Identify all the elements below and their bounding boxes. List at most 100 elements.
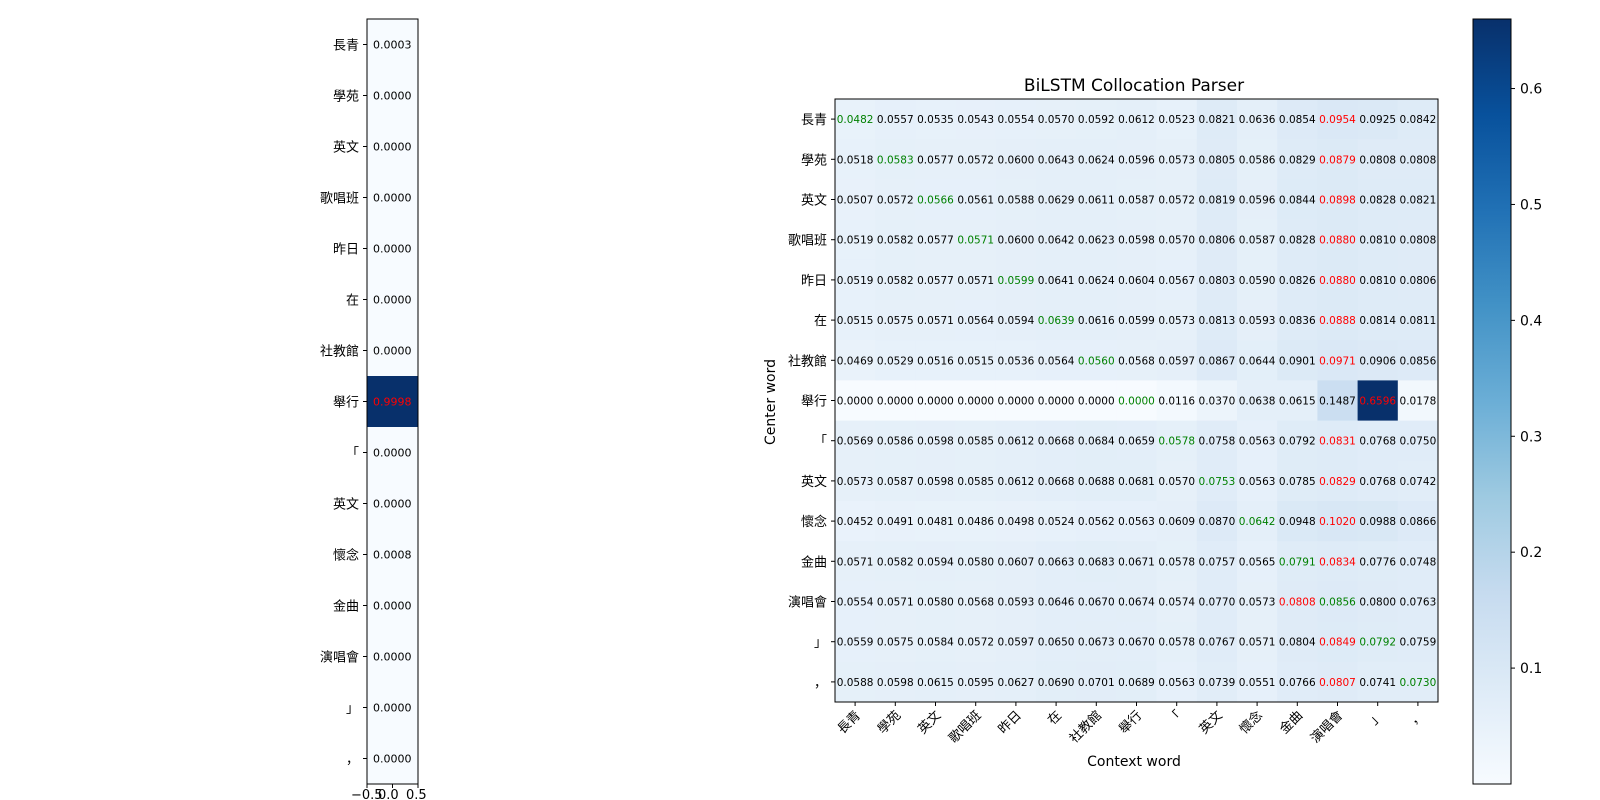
heatmap-cell-11-10	[1237, 541, 1278, 582]
left-row-label-8: 「	[346, 447, 359, 462]
heatmap-cell-2-12	[1317, 179, 1359, 221]
heatmap-cell-value-1-10: 0.0586	[1239, 154, 1276, 166]
heatmap-cell-6-14	[1397, 340, 1439, 381]
heatmap-cell-1-3	[955, 139, 997, 180]
heatmap-cell-14-4	[995, 661, 1037, 703]
heatmap-cell-3-0	[835, 219, 876, 261]
heatmap-cell-6-12	[1317, 340, 1359, 381]
heatmap-cell-12-13	[1357, 581, 1399, 623]
left-cell-10	[367, 529, 418, 580]
y-tick-label-3: 歌唱班	[788, 234, 827, 249]
heatmap-cell-value-14-0: 0.0588	[837, 677, 874, 689]
heatmap-cell-value-11-11: 0.0791	[1279, 556, 1316, 568]
heatmap-cell-value-10-0: 0.0452	[837, 516, 874, 528]
heatmap-cell-value-3-0: 0.0519	[837, 235, 874, 247]
heatmap-cell-value-4-5: 0.0641	[1038, 275, 1075, 287]
heatmap-cell-11-14	[1397, 541, 1439, 582]
heatmap-cell-2-14	[1397, 179, 1439, 221]
left-cell-12	[367, 631, 418, 682]
heatmap-cell-value-6-0: 0.0469	[837, 355, 874, 367]
heatmap-cell-11-3	[955, 541, 997, 582]
heatmap-cell-value-8-9: 0.0758	[1199, 436, 1236, 448]
heatmap-cell-1-1	[875, 139, 916, 180]
heatmap-cell-1-8	[1156, 139, 1198, 180]
heatmap-cell-7-7	[1116, 380, 1158, 422]
word-score-column-panel: 0.0003 長青 0.0000 學苑 0.0000 英文 0.0000 歌唱班 0.0000 昨…	[320, 18, 427, 800]
heatmap-cell-5-2	[915, 300, 957, 341]
heatmap-cell-4-1	[875, 259, 916, 301]
heatmap-cell-3-8	[1156, 219, 1198, 261]
heatmap-cell-value-5-11: 0.0836	[1279, 315, 1316, 327]
heatmap-cell-value-10-6: 0.0562	[1078, 516, 1115, 528]
heatmap-cell-value-1-11: 0.0829	[1279, 154, 1316, 166]
heatmap-cell-9-5	[1036, 460, 1077, 502]
heatmap-cell-value-9-4: 0.0612	[998, 476, 1035, 488]
heatmap-cell-13-14	[1397, 621, 1439, 663]
y-tick-label-11: 金曲	[801, 554, 827, 570]
heatmap-cell-11-7	[1116, 541, 1158, 582]
heatmap-cell-value-1-4: 0.0600	[998, 154, 1035, 166]
heatmap-cell-8-12	[1317, 420, 1359, 462]
heatmap-cell-value-1-13: 0.0808	[1359, 154, 1396, 166]
heatmap-cell-4-4	[995, 259, 1037, 301]
left-row-label-13: 」	[346, 702, 359, 717]
heatmap-cell-13-0	[835, 621, 876, 663]
heatmap-cell-10-7	[1116, 501, 1158, 542]
heatmap-cell-value-11-3: 0.0580	[957, 556, 994, 568]
heatmap-cell-value-2-5: 0.0629	[1038, 195, 1075, 207]
heatmap-cell-0-8	[1156, 99, 1198, 140]
heatmap-cell-value-7-7: 0.0000	[1118, 396, 1155, 408]
colorbar-gradient	[1472, 18, 1512, 785]
heatmap-cell-0-10	[1237, 99, 1278, 140]
heatmap-cell-13-7	[1116, 621, 1158, 663]
left-cell-0	[367, 19, 418, 70]
heatmap-cell-value-4-9: 0.0803	[1199, 275, 1236, 287]
heatmap-cell-value-4-4: 0.0599	[998, 275, 1035, 287]
heatmap-cell-3-11	[1277, 219, 1318, 261]
heatmap-cell-12-10	[1237, 581, 1278, 623]
heatmap-cell-value-14-3: 0.0595	[957, 677, 994, 689]
heatmap-cell-0-13	[1357, 99, 1399, 140]
heatmap-cell-6-2	[915, 340, 957, 381]
heatmap-cell-13-5	[1036, 621, 1077, 663]
heatmap-cell-14-8	[1156, 661, 1198, 703]
heatmap-cell-13-9	[1196, 621, 1238, 663]
left-cell-3	[367, 172, 418, 223]
heatmap-cell-11-6	[1076, 541, 1117, 582]
left-cell-13	[367, 682, 418, 733]
heatmap-cell-value-2-12: 0.0898	[1319, 195, 1356, 207]
y-tick-label-13: 」	[814, 636, 827, 651]
heatmap-cell-0-6	[1076, 99, 1117, 140]
heatmap-cell-value-0-2: 0.0535	[917, 114, 954, 126]
heatmap-cell-5-14	[1397, 300, 1439, 341]
heatmap-cell-12-5	[1036, 581, 1077, 623]
heatmap-cell-value-3-1: 0.0582	[877, 235, 914, 247]
heatmap-cell-value-12-4: 0.0593	[998, 597, 1035, 609]
heatmap-cell-value-1-9: 0.0805	[1199, 154, 1236, 166]
heatmap-cell-8-10	[1237, 420, 1278, 462]
heatmap-cell-9-4	[995, 460, 1037, 502]
heatmap-cell-value-13-8: 0.0578	[1158, 637, 1195, 649]
heatmap-cell-5-0	[835, 300, 876, 341]
heatmap-cell-value-1-8: 0.0573	[1158, 154, 1195, 166]
colorbar-tick-label-2: 0.3	[1520, 429, 1542, 445]
heatmap-cell-0-14	[1397, 99, 1439, 140]
heatmap-cell-value-5-7: 0.0599	[1118, 315, 1155, 327]
heatmap-cell-4-12	[1317, 259, 1359, 301]
heatmap-cell-value-13-3: 0.0572	[957, 637, 994, 649]
left-cell-14	[367, 733, 418, 784]
heatmap-cell-value-13-12: 0.0849	[1319, 637, 1356, 649]
heatmap-cell-7-0	[835, 380, 876, 422]
heatmap-cell-1-0	[835, 139, 876, 180]
heatmap-cell-10-1	[875, 501, 916, 542]
colorbar-tick-label-1: 0.2	[1520, 545, 1542, 561]
heatmap-cell-5-11	[1277, 300, 1318, 341]
heatmap-cell-9-12	[1317, 460, 1359, 502]
heatmap-cell-value-6-2: 0.0516	[917, 355, 954, 367]
heatmap-cell-7-11	[1277, 380, 1318, 422]
heatmap-cell-value-9-8: 0.0570	[1158, 476, 1195, 488]
heatmap-cell-value-7-13: 0.6596	[1359, 396, 1396, 408]
heatmap-cell-value-14-1: 0.0598	[877, 677, 914, 689]
heatmap-cell-12-9	[1196, 581, 1238, 623]
heatmap-cell-3-9	[1196, 219, 1238, 261]
